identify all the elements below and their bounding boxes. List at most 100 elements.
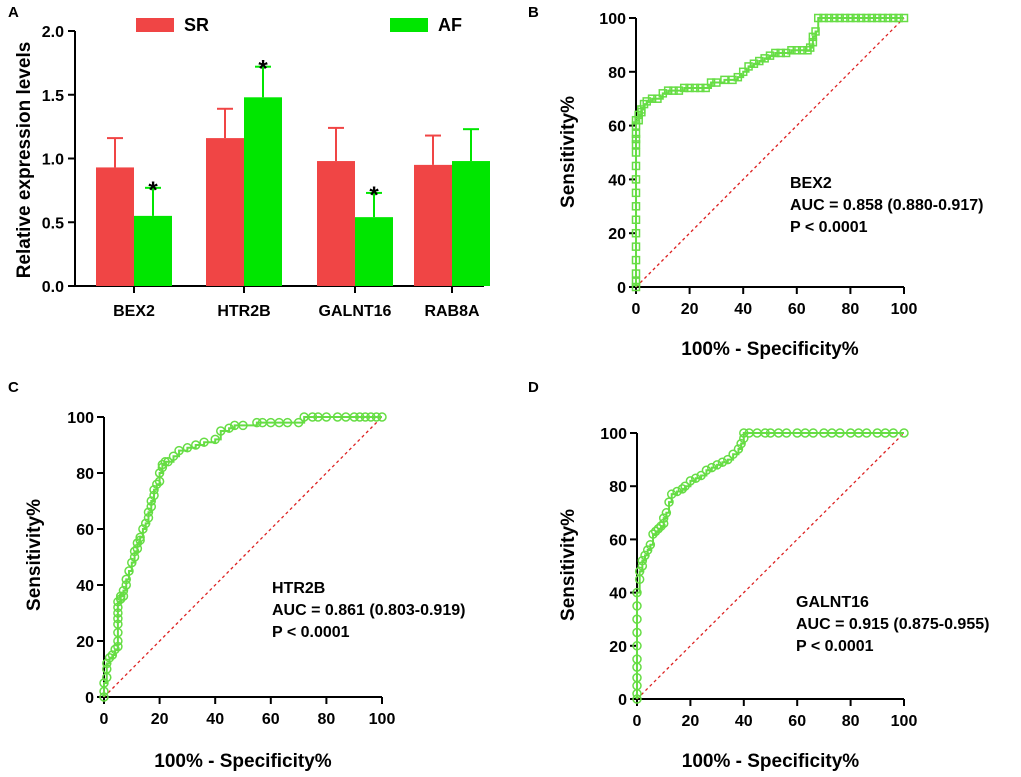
- panel-letter-c: C: [8, 379, 19, 396]
- data-point-marker: [653, 524, 664, 534]
- y-tick-label: 0: [617, 280, 626, 297]
- data-point-marker: [840, 13, 850, 23]
- data-point-marker: [307, 412, 318, 422]
- data-point-marker: [140, 518, 151, 529]
- data-point-marker: [113, 613, 123, 624]
- data-point-marker: [115, 591, 126, 601]
- data-point-marker: [132, 543, 143, 554]
- y-tick-label: 1.5: [42, 88, 64, 105]
- data-point-marker: [104, 653, 115, 663]
- y-tick-label: 20: [608, 226, 626, 243]
- data-point-marker: [712, 78, 721, 87]
- panel-letter-d: D: [528, 379, 539, 396]
- x-tick-label: 0: [633, 713, 642, 730]
- x-axis-title: 100% - Specificity%: [154, 751, 332, 772]
- data-point-marker: [677, 484, 688, 494]
- data-point-marker: [889, 13, 898, 23]
- data-point-marker: [631, 140, 641, 149]
- y-tick-label: 60: [76, 522, 94, 539]
- data-point-marker: [706, 78, 716, 87]
- data-point-marker: [149, 490, 159, 501]
- x-tick-label: 100: [891, 301, 918, 318]
- data-point-marker: [846, 13, 855, 23]
- data-point-marker: [113, 602, 123, 613]
- y-tick-label: 20: [609, 639, 627, 656]
- data-point-marker: [631, 255, 641, 265]
- x-tick-label: 0: [632, 301, 641, 318]
- data-point-marker: [632, 601, 642, 611]
- data-point-marker: [685, 83, 694, 93]
- data-point-marker: [733, 72, 743, 82]
- data-point-marker: [632, 694, 642, 704]
- data-point-marker: [143, 507, 154, 517]
- data-point-marker: [808, 37, 818, 47]
- data-point-marker: [149, 485, 159, 495]
- data-point-marker: [739, 428, 749, 438]
- significance-star: *: [148, 177, 158, 204]
- data-point-marker: [146, 496, 157, 506]
- x-tick-label: 60: [788, 301, 806, 318]
- data-point-marker: [631, 129, 641, 138]
- data-point-marker: [637, 105, 646, 114]
- data-point-marker: [894, 13, 903, 23]
- y-tick-label: 20: [76, 634, 94, 651]
- data-point-marker: [252, 417, 262, 428]
- data-point-marker: [637, 561, 648, 571]
- data-point-marker: [645, 539, 656, 550]
- annotation-auc: AUC = 0.915 (0.875-0.955): [796, 616, 989, 633]
- data-point-marker: [776, 48, 785, 58]
- data-point-marker: [102, 658, 112, 669]
- data-point-marker: [663, 86, 673, 95]
- data-point-marker: [632, 627, 642, 638]
- data-point-marker: [168, 451, 179, 461]
- annotation-p-value: P < 0.0001: [796, 638, 874, 655]
- y-tick-label: 40: [609, 586, 627, 603]
- data-point-marker: [129, 552, 140, 562]
- bar-af-rab8a: [452, 161, 490, 286]
- y-tick-label: 60: [609, 532, 627, 549]
- y-tick-label: 0: [618, 692, 627, 709]
- data-point-marker: [862, 13, 871, 23]
- y-axis-title: Relative expression levels: [14, 42, 35, 279]
- data-point-marker: [664, 497, 674, 507]
- data-point-marker: [143, 513, 154, 523]
- data-point-marker: [121, 580, 131, 590]
- y-tick-label: 100: [599, 11, 626, 28]
- bar-sr-bex2: [96, 167, 134, 286]
- data-point-marker: [680, 481, 690, 491]
- data-point-marker: [631, 134, 641, 144]
- data-point-marker: [658, 89, 668, 98]
- x-tick-label: 60: [262, 711, 280, 728]
- y-tick-label: 60: [608, 119, 626, 136]
- data-point-marker: [805, 43, 815, 52]
- data-point-marker: [138, 524, 148, 534]
- data-point-marker: [135, 535, 145, 545]
- data-point-marker: [640, 550, 650, 561]
- data-point-marker: [127, 557, 137, 568]
- data-point-marker: [199, 437, 209, 447]
- data-point-marker: [669, 86, 678, 95]
- data-point-marker: [113, 641, 123, 652]
- data-point-marker: [755, 56, 764, 66]
- panel-letter-a: A: [8, 4, 19, 21]
- data-point-marker: [647, 94, 657, 103]
- data-point-marker: [650, 526, 661, 537]
- data-point-marker: [631, 161, 641, 171]
- x-tick-label: 80: [318, 711, 336, 728]
- data-point-marker: [631, 202, 641, 211]
- data-point-marker: [856, 13, 866, 23]
- annotation-gene: HTR2B: [272, 580, 325, 597]
- significance-star: *: [369, 182, 379, 209]
- annotation-p-value: P < 0.0001: [272, 624, 350, 641]
- x-tick-label: 60: [788, 713, 806, 730]
- x-tick-label: 100: [369, 711, 396, 728]
- data-point-marker: [813, 13, 823, 23]
- data-point-marker: [899, 428, 909, 438]
- panel-c-roc-curve: C 0 20 40 60 80 100 0 20 40 60 80 100 Sensitivity% 100…: [8, 379, 465, 772]
- data-point-marker: [666, 489, 677, 499]
- data-point-marker: [835, 428, 845, 438]
- data-point-marker: [631, 228, 641, 238]
- x-tick-label: HTR2B: [217, 303, 270, 320]
- y-tick-label: 2.0: [42, 24, 64, 41]
- data-point-marker: [835, 13, 844, 23]
